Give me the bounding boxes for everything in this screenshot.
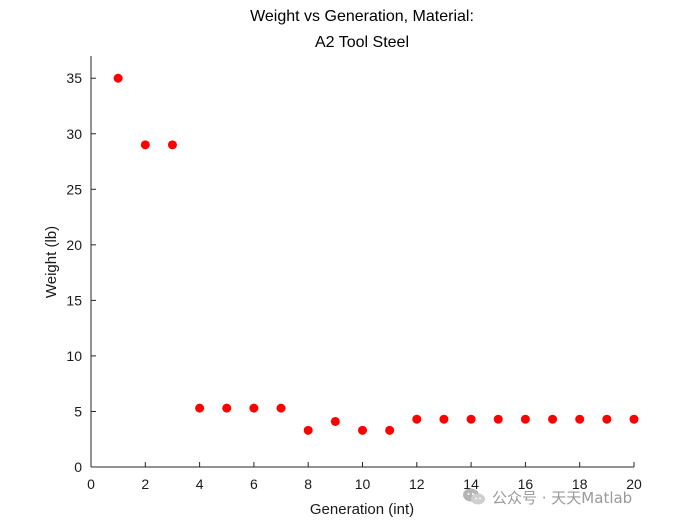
data-point <box>548 414 558 424</box>
data-point <box>195 403 205 413</box>
y-tick-label: 10 <box>66 348 82 364</box>
data-point <box>439 414 449 424</box>
y-tick-label: 20 <box>66 237 82 253</box>
data-point <box>629 414 639 424</box>
x-tick-label: 2 <box>141 476 149 492</box>
data-point <box>602 414 612 424</box>
x-tick-label: 14 <box>463 476 479 492</box>
x-tick-label: 10 <box>355 476 371 492</box>
y-tick-label: 0 <box>74 459 82 475</box>
data-point <box>113 73 123 83</box>
data-point <box>222 403 232 413</box>
data-point <box>330 416 340 426</box>
x-tick-label: 18 <box>572 476 588 492</box>
x-tick-label: 6 <box>250 476 258 492</box>
x-tick-label: 20 <box>626 476 642 492</box>
chart-title-line-1: Weight vs Generation, Material: <box>250 8 474 25</box>
data-point <box>303 425 313 435</box>
y-tick-label: 30 <box>66 126 82 142</box>
data-point <box>140 140 150 150</box>
x-axis-label: Generation (int) <box>310 501 414 518</box>
watermark: 公众号 · 天天Matlab <box>462 486 632 508</box>
x-tick-label: 8 <box>304 476 312 492</box>
watermark-text: 公众号 · 天天Matlab <box>492 488 633 507</box>
x-tick-label: 16 <box>518 476 534 492</box>
data-point <box>249 403 259 413</box>
data-point <box>358 425 367 435</box>
data-point <box>276 403 286 413</box>
data-point <box>167 140 177 150</box>
y-tick-label: 5 <box>74 403 82 419</box>
data-point <box>493 414 503 424</box>
wechat-icon <box>463 488 485 505</box>
data-point <box>520 414 530 424</box>
data-point <box>466 414 476 424</box>
y-axis-label: Weight (lb) <box>43 226 60 298</box>
data-point <box>385 425 395 435</box>
y-tick-label: 25 <box>66 181 82 197</box>
x-tick-label: 12 <box>409 476 425 492</box>
data-point <box>412 414 422 424</box>
y-tick-label: 15 <box>66 292 82 308</box>
data-points <box>113 73 639 435</box>
chart-title-line-2: A2 Tool Steel <box>315 34 409 51</box>
x-tick-label: 4 <box>196 476 204 492</box>
y-axis-ticks: 0 5 10 15 20 25 30 35 <box>66 70 96 475</box>
data-point <box>575 414 585 424</box>
x-axis-ticks: 0 2 4 6 8 10 12 14 16 18 20 <box>87 462 642 492</box>
y-tick-label: 35 <box>66 70 82 86</box>
x-tick-label: 0 <box>87 476 95 492</box>
